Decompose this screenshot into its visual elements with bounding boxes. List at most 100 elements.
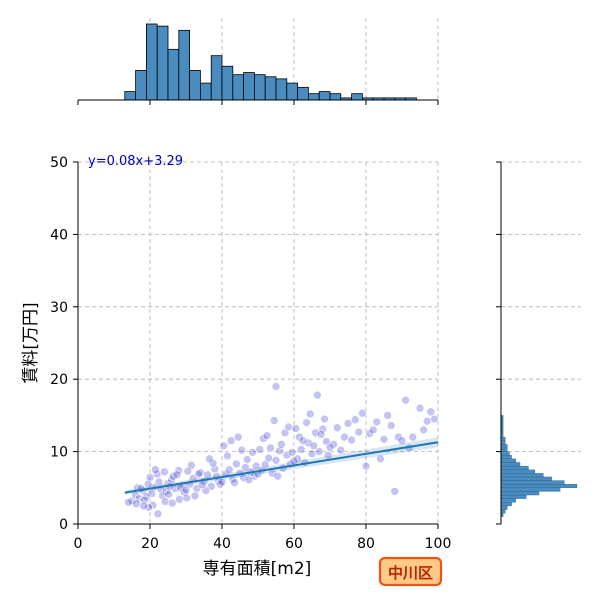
scatter-point <box>430 414 439 424</box>
scatter-point <box>181 485 191 495</box>
regression-equation: y=0.08x+3.29 <box>88 154 183 169</box>
scatter-point <box>313 390 322 400</box>
y-tick-label: 10 <box>50 445 68 461</box>
x-tick-label: 20 <box>141 536 159 552</box>
right-histogram-bar <box>500 465 529 470</box>
district-badge-label: 中川区 <box>388 564 433 582</box>
x-tick-label: 80 <box>357 536 375 552</box>
scatter-point <box>255 445 265 454</box>
scatter-point <box>422 416 432 426</box>
scatter-point <box>325 442 335 452</box>
scatter-point <box>266 443 275 453</box>
scatter-point <box>426 407 436 417</box>
scatter-point <box>336 445 346 455</box>
right-histogram-bar <box>500 509 506 514</box>
top-histogram-bar <box>221 65 234 101</box>
y-tick-label: 30 <box>50 300 68 316</box>
scatter-point <box>134 494 144 503</box>
right-histogram-bar <box>500 440 506 445</box>
scatter-point <box>383 411 392 420</box>
scatter-point <box>271 455 281 465</box>
right-histogram-bar <box>500 502 512 507</box>
scatter-point <box>230 478 239 488</box>
scatter-point <box>394 432 403 442</box>
top-histogram-bar <box>210 55 223 101</box>
scatter-point <box>175 495 184 504</box>
right-histogram-bar <box>500 498 516 503</box>
scatter-point <box>390 487 400 496</box>
top-histogram-bar <box>243 72 255 101</box>
scatter-point <box>233 432 243 442</box>
scatter-point <box>190 491 200 501</box>
scatter-point <box>153 509 163 519</box>
top-histogram-bar <box>135 70 147 101</box>
scatter-point <box>291 424 301 433</box>
scatter-point <box>145 473 155 482</box>
top-histogram-bar <box>318 91 331 101</box>
scatter-point <box>340 432 349 442</box>
scatter-point <box>223 451 232 461</box>
scatter-point <box>241 463 250 472</box>
scatter-point <box>273 471 283 481</box>
scatter-point <box>408 432 418 442</box>
regression-line-path <box>124 441 439 494</box>
top-histogram-bar <box>167 48 180 101</box>
scatter-point <box>147 489 157 498</box>
scatter-point <box>152 469 162 479</box>
scatter-point <box>314 447 324 456</box>
x-axis-title: 専有面積[m2] <box>203 559 312 579</box>
scatter-point <box>298 436 308 446</box>
scatter-point <box>343 419 353 428</box>
scatter-point <box>148 500 158 510</box>
top-histogram-bar <box>307 93 320 101</box>
scatter-point <box>309 441 319 451</box>
y-tick-label: 40 <box>50 227 68 243</box>
scatter-point <box>332 423 342 433</box>
top-histogram-bar <box>286 82 298 101</box>
scatter-point <box>259 434 268 443</box>
scatter-point <box>419 425 428 435</box>
scatter-point <box>194 469 203 479</box>
scatter-point <box>305 409 315 419</box>
scatter-point <box>347 435 356 445</box>
scatter-point <box>269 416 279 425</box>
scatter-point <box>365 429 374 438</box>
scatter-point <box>260 460 270 469</box>
right-histogram-bar <box>500 473 544 478</box>
right-histogram-bar <box>500 487 561 492</box>
scatter-point <box>172 470 182 480</box>
y-axis-title: 賃料[万円] <box>21 302 41 383</box>
scatter-point <box>320 414 329 424</box>
scatter-point <box>226 436 236 446</box>
scatter-point <box>287 448 297 457</box>
scatter-point <box>237 445 247 455</box>
right-marginal-histogram <box>496 161 581 525</box>
scatter-point <box>358 408 367 418</box>
scatter-point <box>271 382 281 391</box>
scatter-point <box>164 490 174 499</box>
right-histogram-bar <box>500 494 527 499</box>
right-histogram-bar <box>500 458 516 463</box>
scatter-point <box>329 440 338 449</box>
top-histogram-bar <box>297 86 309 101</box>
right-histogram-bar <box>500 444 508 449</box>
scatter-point <box>350 415 360 425</box>
scatter-point <box>232 459 241 469</box>
top-histogram-bar <box>253 74 266 101</box>
right-histogram-bar <box>500 484 578 488</box>
x-tick-label: 0 <box>74 536 83 552</box>
right-histogram-bar <box>500 462 521 467</box>
scatter-point <box>401 395 410 405</box>
scatter-point <box>182 493 192 503</box>
right-histogram-bar <box>500 436 506 441</box>
scatter-point <box>379 434 389 444</box>
scatter-point <box>262 431 272 440</box>
scatter-point <box>160 467 169 477</box>
scatter-point <box>264 453 274 463</box>
right-histogram-bar <box>500 491 540 496</box>
tick-labels: 0 20 40 60 80 100 0 10 20 30 40 50 <box>50 155 451 552</box>
top-histogram-bar <box>145 23 158 101</box>
right-histogram-bar <box>500 480 565 485</box>
right-histogram-bar <box>500 476 552 481</box>
